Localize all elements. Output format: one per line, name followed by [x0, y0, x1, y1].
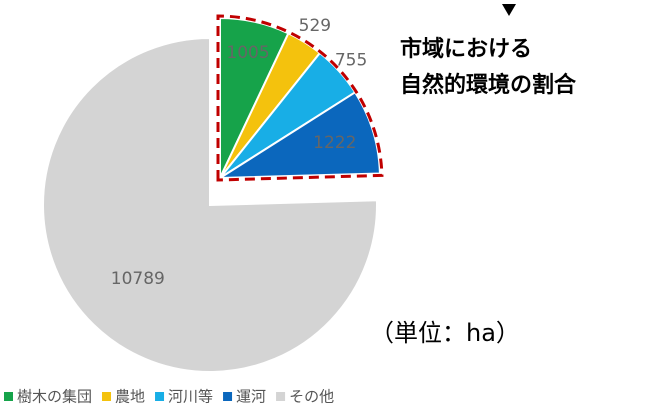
legend-label: 農地	[115, 388, 145, 406]
data-label: 10789	[111, 269, 165, 289]
legend-label: 河川等	[168, 388, 213, 406]
legend: 樹木の集団 農地 河川等 運河 その他	[4, 388, 334, 406]
arrow-head	[502, 4, 516, 16]
legend-swatch	[276, 392, 286, 401]
data-label: 755	[335, 51, 367, 71]
pie-slice	[42, 36, 378, 373]
data-label: 1005	[226, 43, 269, 63]
legend-swatch	[4, 392, 13, 401]
legend-swatch	[102, 392, 112, 401]
data-label: 1222	[313, 133, 356, 153]
highlight-outline	[216, 14, 384, 182]
annotation-line: 市域における	[400, 36, 532, 62]
data-label: 529	[299, 16, 331, 36]
legend-label: 運河	[236, 388, 266, 406]
legend-swatch	[223, 392, 233, 401]
legend-label: 樹木の集団	[17, 388, 92, 406]
legend-label: その他	[289, 388, 334, 406]
legend-swatch	[155, 392, 165, 401]
unit-label: （単位：ha）	[370, 319, 520, 347]
annotation-line: 自然的環境の割合	[400, 72, 577, 98]
